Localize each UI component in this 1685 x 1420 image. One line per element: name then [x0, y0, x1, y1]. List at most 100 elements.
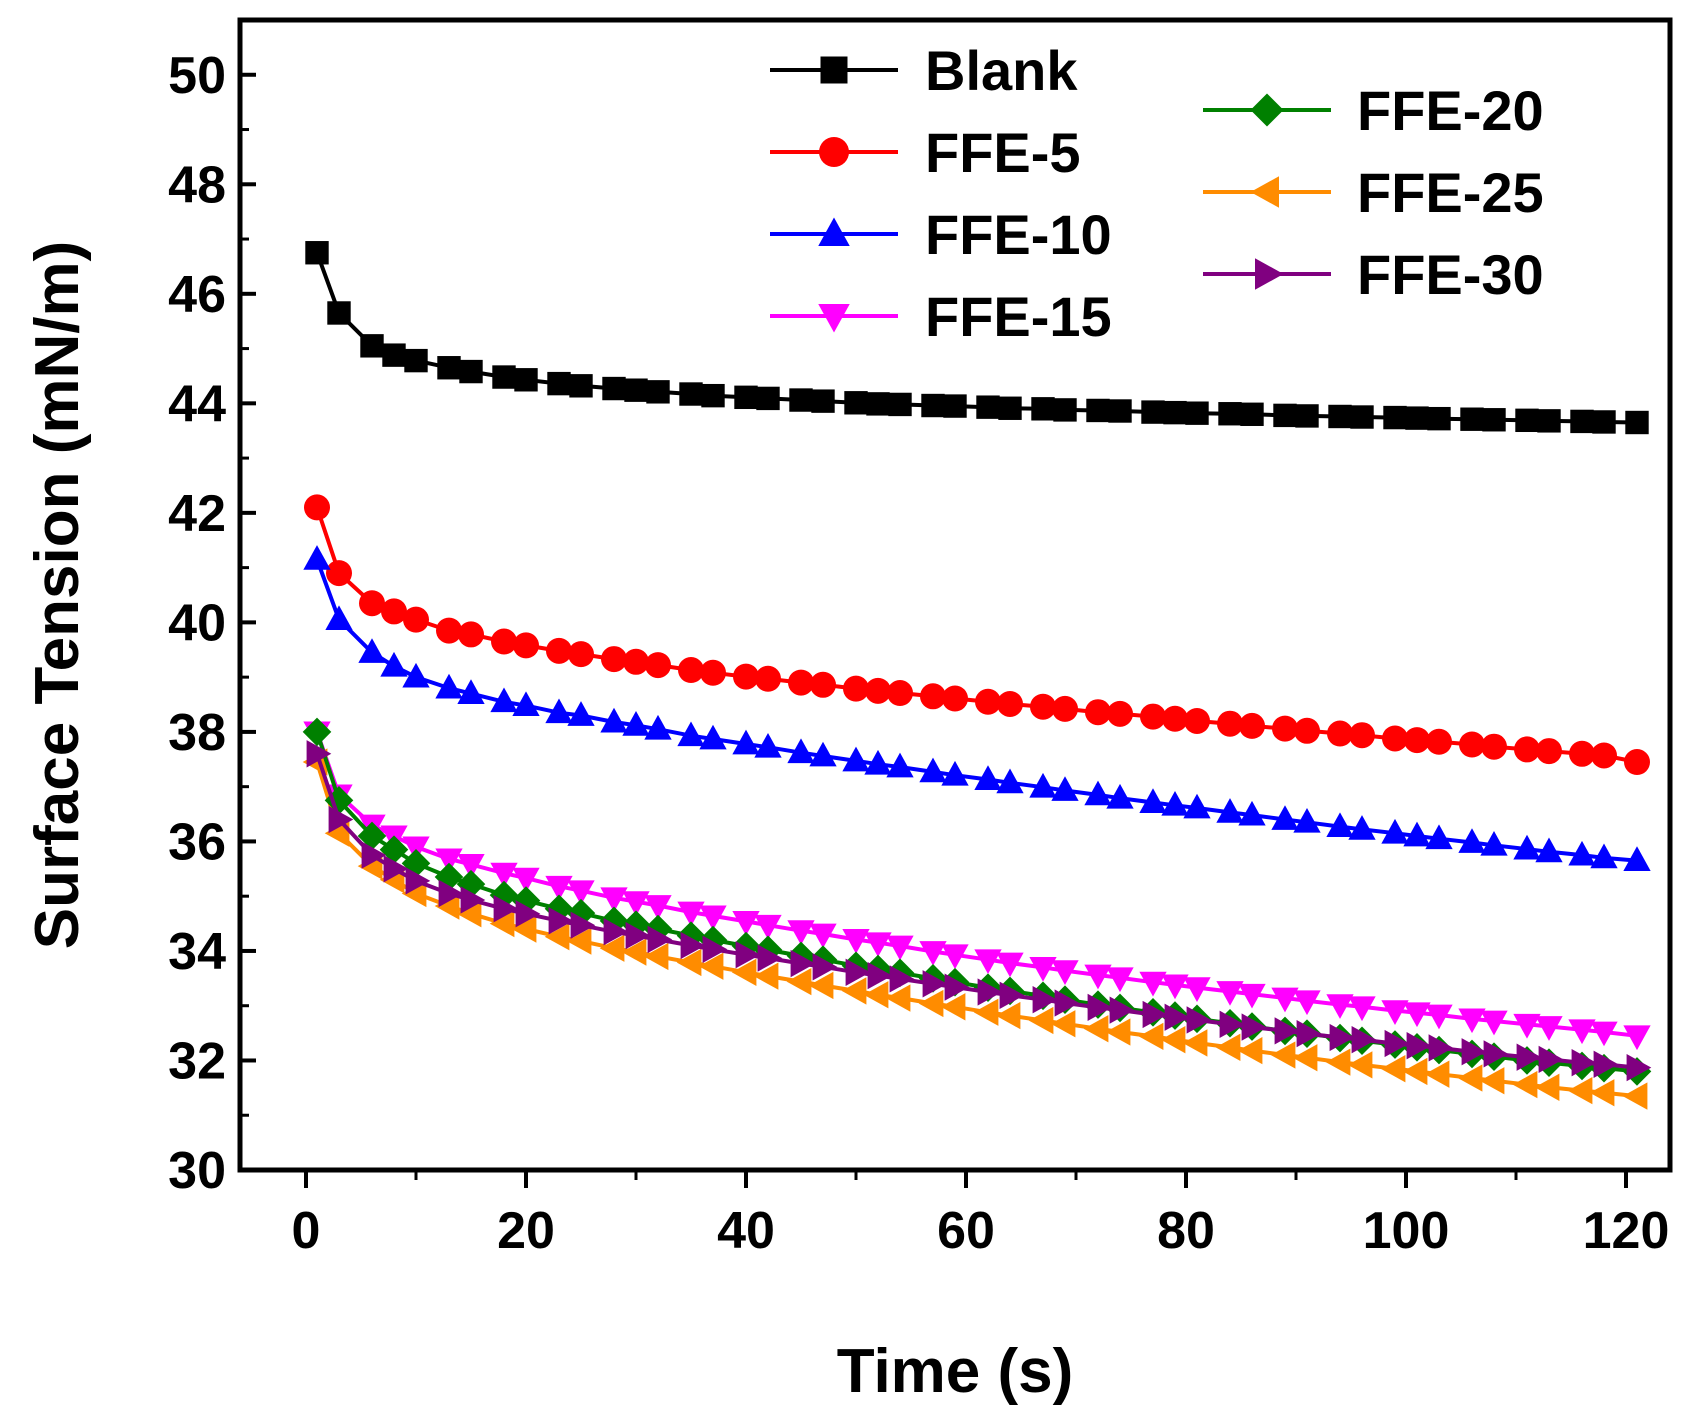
data-point-blank [305, 241, 329, 265]
data-point-ffe-25 [1292, 1044, 1318, 1072]
data-point-ffe-5 [381, 598, 407, 625]
data-point-blank [1625, 410, 1649, 435]
data-point-ffe-20 [599, 906, 629, 936]
legend-label-blank: Blank [925, 39, 1078, 102]
data-point-ffe-25 [885, 984, 911, 1012]
data-point-blank [1086, 398, 1110, 423]
data-point-ffe-25 [698, 952, 724, 980]
data-point-ffe-10 [1139, 788, 1167, 813]
data-point-ffe-30 [757, 944, 783, 972]
data-point-ffe-25 [621, 938, 647, 966]
data-point-ffe-10 [303, 545, 331, 570]
data-point-blank [547, 371, 571, 396]
data-point-blank [1537, 409, 1561, 433]
data-point-ffe-10 [644, 714, 672, 740]
data-point-ffe-5 [997, 690, 1023, 717]
x-tick-label: 60 [937, 1202, 995, 1260]
data-point-ffe-5 [1239, 712, 1265, 739]
data-point-ffe-15 [567, 880, 595, 906]
data-point-blank [1141, 400, 1165, 424]
data-point-ffe-20 [676, 921, 706, 950]
legend-marker-ffe-5 [819, 137, 849, 167]
data-point-ffe-15 [512, 867, 540, 893]
data-point-ffe-10 [1623, 846, 1651, 871]
data-point-blank [514, 368, 538, 392]
data-point-ffe-30 [1516, 1043, 1542, 1071]
data-point-ffe-15 [1458, 1008, 1486, 1034]
data-point-ffe-20 [753, 935, 783, 965]
data-point-blank [437, 356, 461, 380]
data-point-ffe-10 [699, 724, 727, 750]
data-point-blank [382, 343, 406, 367]
legend-marker-blank [820, 56, 848, 84]
data-point-ffe-15 [1161, 974, 1189, 1000]
data-point-blank [569, 374, 593, 398]
data-point-blank [360, 334, 384, 358]
data-point-ffe-10 [1106, 783, 1134, 809]
data-point-ffe-5 [1481, 733, 1507, 760]
data-point-ffe-5 [645, 652, 671, 679]
data-point-ffe-30 [845, 958, 871, 986]
data-point-ffe-5 [1107, 700, 1133, 727]
data-point-ffe-10 [380, 651, 408, 677]
data-point-ffe-30 [680, 931, 706, 960]
data-point-ffe-30 [515, 900, 541, 928]
data-point-ffe-30 [548, 907, 574, 935]
data-point-ffe-30 [1461, 1038, 1487, 1066]
data-point-ffe-15 [1513, 1013, 1541, 1039]
data-point-ffe-30 [570, 911, 596, 939]
data-point-ffe-15 [600, 887, 628, 913]
data-point-blank [1592, 410, 1616, 434]
data-point-ffe-5 [403, 606, 429, 633]
y-tick-label: 40 [168, 594, 226, 652]
data-point-blank [624, 378, 648, 402]
legend-item-ffe-15: FFE-15 [770, 285, 1112, 348]
data-point-ffe-25 [731, 958, 757, 986]
data-point-ffe-30 [790, 949, 816, 978]
y-axis-title: Surface Tension (mN/m) [23, 241, 92, 950]
data-point-ffe-25 [676, 948, 702, 977]
data-point-ffe-5 [1140, 703, 1166, 730]
data-point-ffe-10 [919, 757, 947, 783]
data-point-ffe-25 [643, 942, 669, 971]
data-point-ffe-30 [1054, 989, 1080, 1017]
data-point-ffe-10 [886, 752, 914, 778]
y-tick-label: 44 [168, 375, 226, 433]
data-point-ffe-5 [304, 494, 330, 521]
data-point-blank [1053, 398, 1077, 422]
data-point-ffe-15 [644, 895, 672, 920]
data-point-ffe-25 [1215, 1033, 1241, 1061]
data-point-ffe-5 [1536, 738, 1562, 765]
data-point-blank [734, 385, 758, 410]
legend-item-ffe-30: FFE-30 [1203, 243, 1544, 306]
data-point-ffe-25 [1534, 1073, 1560, 1101]
data-point-ffe-10 [600, 707, 628, 733]
data-point-ffe-15 [1293, 990, 1321, 1016]
data-point-ffe-5 [810, 671, 836, 698]
data-point-ffe-5 [700, 659, 726, 686]
data-point-ffe-5 [788, 669, 814, 696]
data-point-ffe-30 [1142, 1000, 1168, 1029]
data-point-ffe-5 [942, 685, 968, 712]
data-point-ffe-25 [1424, 1060, 1450, 1088]
data-point-ffe-15 [622, 891, 650, 916]
data-point-ffe-25 [1589, 1079, 1615, 1107]
data-point-ffe-10 [1216, 798, 1244, 823]
series-ffe-30 [306, 740, 1652, 1082]
data-point-ffe-25 [1567, 1076, 1593, 1105]
data-point-ffe-15 [699, 905, 727, 931]
data-point-ffe-10 [1326, 812, 1354, 838]
data-point-ffe-10 [1348, 815, 1376, 840]
data-point-ffe-20 [511, 886, 541, 915]
data-point-ffe-5 [1327, 720, 1353, 747]
data-point-ffe-30 [383, 855, 409, 883]
data-point-ffe-15 [842, 929, 870, 954]
data-point-ffe-25 [599, 934, 625, 962]
data-point-ffe-30 [1428, 1034, 1454, 1062]
data-point-ffe-15 [1381, 1000, 1409, 1025]
x-tick-label: 20 [497, 1202, 555, 1260]
data-point-ffe-25 [1182, 1029, 1208, 1057]
x-tick-label: 80 [1157, 1202, 1215, 1260]
data-point-ffe-10 [1183, 793, 1211, 819]
